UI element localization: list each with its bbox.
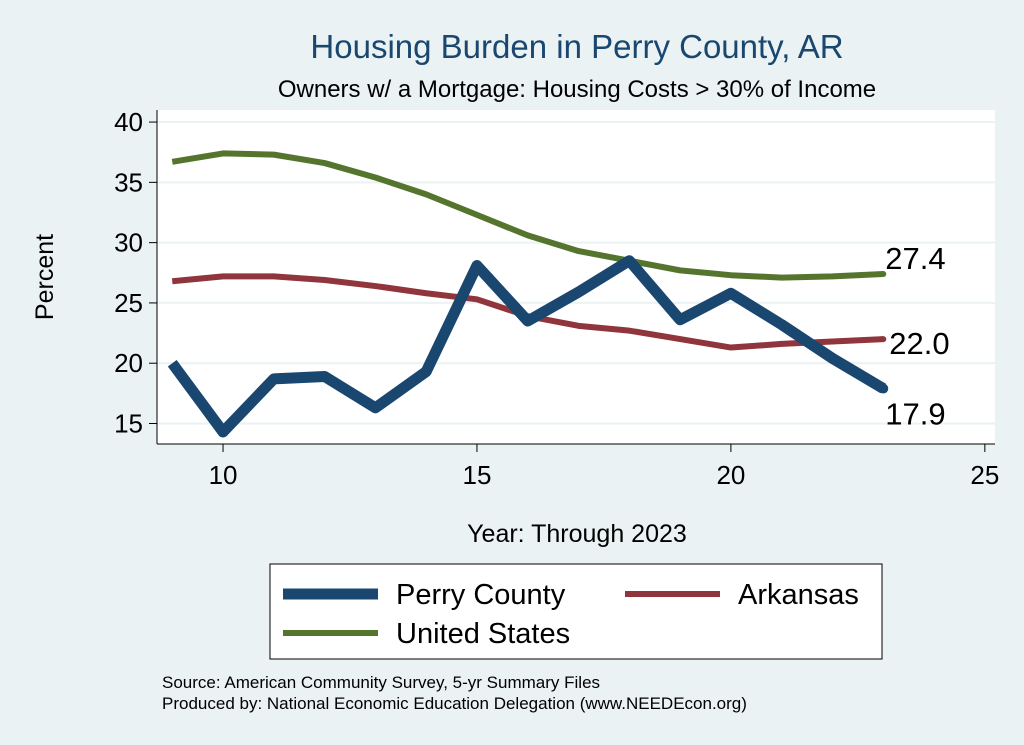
y-axis-ticks: 15 20 25 30 35 40	[114, 107, 157, 439]
end-label-united-states: 27.4	[885, 241, 945, 276]
series-lines	[167, 150, 889, 438]
end-point-united-states	[880, 270, 887, 277]
source-line-2: Produced by: National Economic Education…	[162, 694, 747, 713]
end-label-perry-county: 17.9	[885, 397, 945, 432]
y-tick-label-25: 25	[114, 288, 143, 318]
grid-lines	[157, 121, 995, 425]
y-tick-label-20: 20	[114, 348, 143, 378]
y-tick-label-15: 15	[114, 409, 143, 439]
series-line-perry-county	[167, 255, 887, 438]
end-labels: 17.9 22.0 27.4	[885, 241, 949, 432]
end-point-perry-county	[878, 383, 889, 394]
y-axis-title: Percent	[31, 234, 59, 320]
legend-label-perry-county: Perry County	[396, 579, 566, 611]
legend: Perry County Arkansas United States	[269, 563, 883, 660]
end-label-arkansas: 22.0	[889, 326, 949, 361]
x-axis-ticks: 10 15 20 25	[209, 444, 999, 490]
legend-box	[269, 563, 883, 660]
chart-subtitle: Owners w/ a Mortgage: Housing Costs > 30…	[278, 76, 876, 103]
chart-title: Housing Burden in Perry County, AR	[310, 28, 843, 65]
x-tick-label-15: 15	[463, 460, 492, 490]
y-tick-label-40: 40	[114, 107, 143, 137]
legend-label-united-states: United States	[396, 618, 570, 650]
x-axis-title: Year: Through 2023	[467, 520, 687, 548]
y-tick-label-30: 30	[114, 228, 143, 258]
y-tick-label-35: 35	[114, 167, 143, 197]
series-line-united-states	[171, 150, 884, 281]
end-point-arkansas	[880, 336, 887, 343]
source-line-1: Source: American Community Survey, 5-yr …	[162, 673, 600, 692]
x-tick-label-25: 25	[970, 460, 999, 490]
x-tick-label-20: 20	[716, 460, 745, 490]
x-tick-label-10: 10	[209, 460, 238, 490]
legend-label-arkansas: Arkansas	[738, 579, 859, 611]
